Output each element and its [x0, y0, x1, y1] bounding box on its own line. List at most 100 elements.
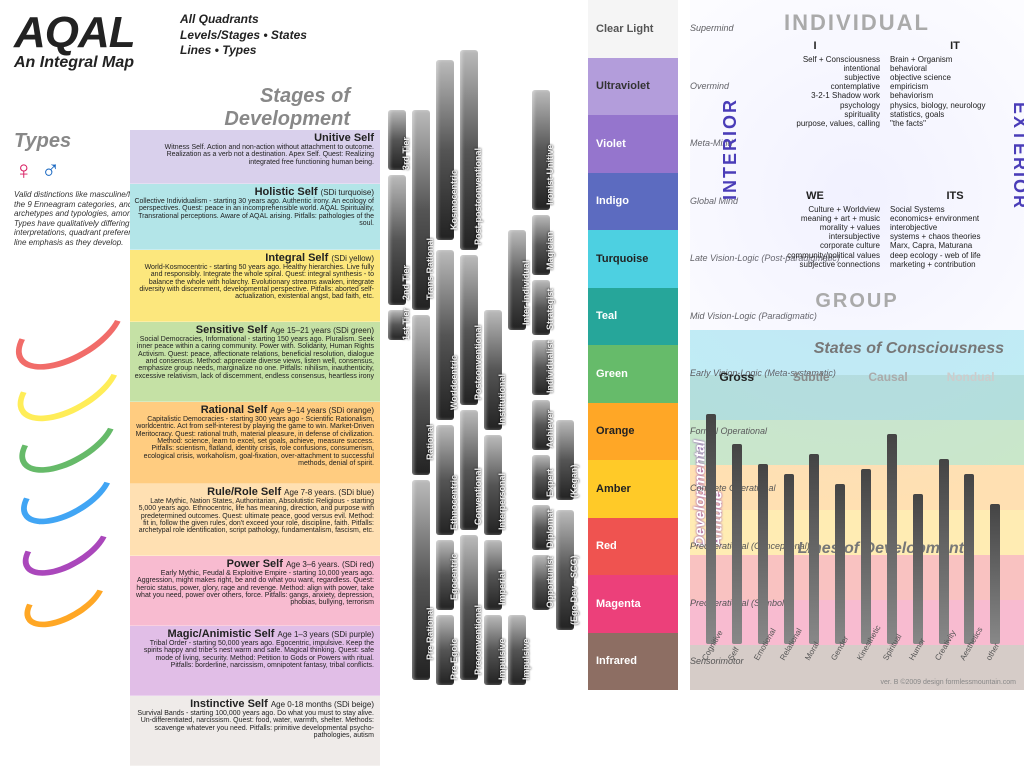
vertical-bars: 3rd Tier2nd Tier1st TierTrans RationalRa… — [388, 0, 588, 690]
line-label: Moral — [804, 640, 822, 662]
state-label: Nondual — [947, 370, 995, 384]
altitude-row: Turquoise — [588, 230, 678, 288]
line-bar — [784, 474, 794, 644]
group-label: GROUP — [690, 290, 1024, 313]
header-keywords: All QuadrantsLevels/Stages • StatesLines… — [180, 12, 307, 59]
stage-desc: Social Democracies, Informational - star… — [134, 336, 374, 380]
stage-desc: Early Mythic, Feudal & Exploitive Empire… — [134, 570, 374, 607]
stage-desc: Collective Individualism - starting 30 y… — [134, 198, 374, 227]
vertical-bar-label: Individualist — [545, 340, 555, 393]
vertical-bar-label: Ironist-Unitive — [545, 144, 555, 205]
header-line: All Quadrants — [180, 12, 307, 28]
vertical-bar-label: (Ego Dev - SCG) — [569, 555, 579, 625]
vertical-bar-label: Egocentric — [449, 553, 459, 600]
state-label: Causal — [868, 370, 907, 384]
states-title: States of Consciousness — [814, 340, 1004, 358]
stage-name: Magic/Animistic Self Age 1–3 years (SDi … — [134, 628, 374, 640]
stage-desc: Capitalistic Democracies - starting 300 … — [134, 416, 374, 467]
footer-credit: ver. B ©2009 design formlessmountain.com — [880, 679, 1016, 686]
vertical-bar-label: Kosmocentric — [449, 170, 459, 230]
quad-I-body: Self + Consciousness intentional subject… — [750, 55, 880, 129]
line-label: Gender — [829, 634, 850, 662]
altitude-row: Amber — [588, 460, 678, 518]
header-line: Levels/Stages • States — [180, 28, 307, 44]
line-bar — [887, 434, 897, 644]
vertical-bar-label: Post-postconventional — [473, 148, 483, 245]
vertical-bar-label: Institutional — [497, 374, 507, 425]
stages-title: Stages of Development — [200, 85, 350, 131]
quad-ITS-body: Social Systems economics+ environment in… — [890, 205, 1020, 269]
line-bar — [964, 474, 974, 644]
vertical-bar-label: Worldcentric — [449, 355, 459, 410]
vertical-bar-label: Postconventional — [473, 325, 483, 400]
quadrant-I: I Self + Consciousness intentional subje… — [750, 40, 880, 128]
vertical-bar-label: Achiever — [545, 410, 555, 448]
state-label: Gross — [719, 370, 754, 384]
altitude-row: Infrared — [588, 633, 678, 691]
vertical-bar-label: (Kegan) — [569, 465, 579, 499]
stage-desc: Witness Self. Action and non-action with… — [134, 144, 374, 166]
vertical-bar-label: Impulsive — [497, 638, 507, 680]
vertical-bar-label: Pre Egoic — [449, 638, 459, 680]
line-label: Humor — [907, 637, 927, 662]
altitude-row: Red — [588, 518, 678, 576]
line-label: Spiritual — [881, 632, 903, 662]
stage-desc: World-Kosmocentric - starting 50 years a… — [134, 264, 374, 301]
stage-name: Power Self Age 3–6 years. (SDi red) — [134, 558, 374, 570]
line-bar — [939, 459, 949, 644]
vertical-bar-label: Expert — [545, 469, 555, 497]
stage-row: Rational Self Age 9–14 years (SDi orange… — [130, 402, 380, 484]
stage-name: Instinctive Self Age 0-18 months (SDi be… — [134, 698, 374, 710]
line-bar — [861, 469, 871, 644]
stage-row: Power Self Age 3–6 years. (SDi red)Early… — [130, 556, 380, 626]
quadrant-WE: WE Culture + Worldview meaning + art + m… — [750, 190, 880, 269]
spiral-graphic — [10, 300, 130, 680]
subtitle: An Integral Map — [14, 54, 135, 72]
line-bar — [835, 484, 845, 644]
vertical-bar-label: Impulsive — [521, 638, 531, 680]
vertical-bar-label: Imperial — [497, 570, 507, 605]
altitude-row: Indigo — [588, 173, 678, 231]
vertical-bar-label: Pre Rational — [425, 607, 435, 660]
individual-label: INDIVIDUAL — [690, 10, 1024, 36]
stage-row: Instinctive Self Age 0-18 months (SDi be… — [130, 696, 380, 766]
states-row: Gross Subtle Causal Nondual — [700, 370, 1014, 384]
quad-ITS-head: ITS — [890, 190, 1020, 203]
female-icon: ♀ — [14, 155, 34, 185]
line-bar — [913, 494, 923, 644]
altitude-row: Violet — [588, 115, 678, 173]
line-bar — [732, 444, 742, 644]
quad-WE-body: Culture + Worldview meaning + art + musi… — [750, 205, 880, 269]
stage-row: Magic/Animistic Self Age 1–3 years (SDi … — [130, 626, 380, 696]
male-icon: ♂ — [41, 155, 61, 185]
vertical-bar-label: 3rd Tier — [401, 137, 411, 170]
line-label: other — [984, 642, 1001, 662]
types-heading: Types — [14, 130, 71, 153]
line-bar — [758, 464, 768, 644]
line-bar — [809, 454, 819, 644]
quad-IT-body: Brain + Organism behavioral objective sc… — [890, 55, 1020, 129]
main-title: AQAL — [14, 8, 135, 58]
stages-column: Unitive Self Witness Self. Action and no… — [130, 130, 380, 766]
vertical-bar-label: Trans Rational — [425, 238, 435, 300]
altitude-column: Clear LightUltravioletVioletIndigoTurquo… — [588, 0, 678, 690]
quad-I-head: I — [750, 40, 880, 53]
altitude-row: Green — [588, 345, 678, 403]
stage-name: Integral Self (SDi yellow) — [134, 252, 374, 264]
line-label: Cognitive — [700, 629, 724, 662]
vertical-bar-label: 2nd Tier — [401, 265, 411, 300]
stage-row: Rule/Role Self Age 7-8 years. (SDi blue)… — [130, 484, 380, 556]
interior-label: INTERIOR — [720, 98, 741, 200]
stage-name: Holistic Self (SDi turquoise) — [134, 186, 374, 198]
line-label: Self — [726, 646, 741, 662]
altitude-row: Magenta — [588, 575, 678, 633]
lines-chart: CognitiveSelfEmotionalRelationalMoralGen… — [700, 400, 1010, 662]
stage-name: Rule/Role Self Age 7-8 years. (SDi blue) — [134, 486, 374, 498]
vertical-bar-label: Diplomat — [545, 509, 555, 548]
quad-IT-head: IT — [890, 40, 1020, 53]
quadrant-IT: IT Brain + Organism behavioral objective… — [890, 40, 1020, 128]
state-label: Subtle — [793, 370, 830, 384]
vertical-bar-label: Conventional — [473, 468, 483, 525]
stage-row: Holistic Self (SDi turquoise)Collective … — [130, 184, 380, 250]
vertical-bar-label: 1st Tier — [401, 308, 411, 340]
